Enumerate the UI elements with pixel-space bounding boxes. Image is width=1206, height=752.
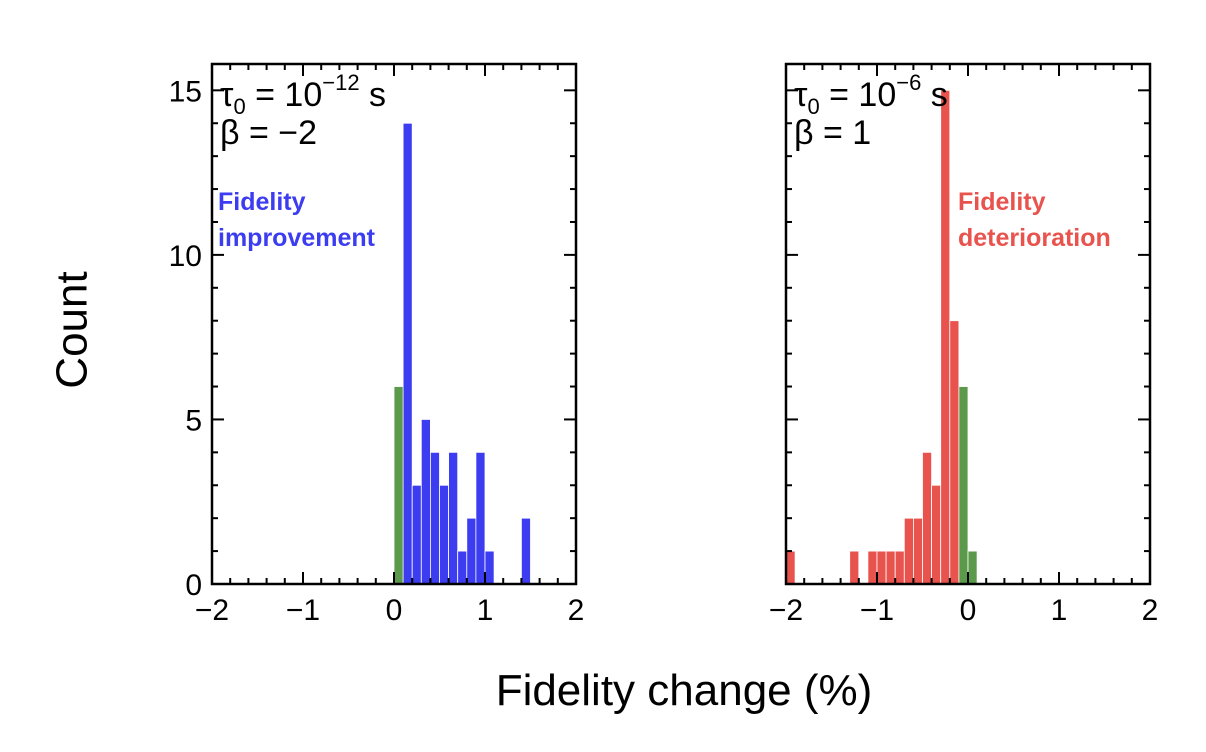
y-axis-title: Count [48,271,97,388]
right-bar-deterioration [849,550,860,585]
left-x-tick-label: 0 [386,594,403,627]
left-x-tick-label: −1 [286,594,320,627]
left-bar-improvement [466,517,477,585]
right-bar-deterioration [876,550,887,585]
left-beta-label: β = −2 [220,114,317,152]
left-bar-improvement [439,484,450,585]
right-bar-deterioration [922,451,933,585]
left-bar-improvement [411,484,422,585]
left-bar-improvement [475,451,486,585]
right-x-tick-label: 1 [1051,594,1068,627]
left-bar-neutral [393,386,404,585]
left-bar-improvement [448,451,459,585]
left-x-tick-label: 2 [568,594,585,627]
left-annotation-line: improvement [218,224,376,252]
x-axis-title: Fidelity change (%) [496,666,873,715]
right-bar-deterioration [894,550,905,585]
left-y-tick-label: 15 [169,75,202,108]
right-bar-deterioration [867,550,878,585]
left-bar-improvement [402,122,413,585]
left-bar-improvement [429,451,440,585]
right-bar-deterioration [785,550,796,585]
right-bar-neutral [967,550,978,585]
left-annotation-line: Fidelity [218,188,306,216]
left-bar-improvement [484,550,495,585]
left-bar-improvement [420,419,431,585]
left-x-tick-label: −2 [195,594,229,627]
left-panel: −2 −1 0 1 2 0 5 10 15 τ0 = 10−12 sβ = −2 Fidelity i… [169,62,585,627]
left-bar-improvement [457,550,468,585]
right-bar-deterioration [903,517,914,585]
left-bar-improvement [521,517,531,585]
right-bar-deterioration [885,550,896,585]
right-bar-deterioration [931,484,942,585]
right-bar-deterioration [949,320,960,585]
right-annotation-line: deterioration [958,224,1111,252]
right-x-tick-label: −2 [769,594,803,627]
left-y-tick-label: 5 [185,404,202,437]
right-x-tick-label: 0 [960,594,977,627]
right-x-tick-label: −1 [860,594,894,627]
right-beta-label: β = 1 [794,114,871,152]
left-y-tick-label: 10 [169,240,202,273]
right-bar-neutral [958,386,969,585]
left-y-tick-label: 0 [185,569,202,602]
right-bar-deterioration [940,89,951,585]
left-x-tick-label: 1 [477,594,494,627]
right-x-tick-label: 2 [1142,594,1159,627]
right-bar-deterioration [913,517,923,585]
right-tau-label: τ0 = 10−6 s [794,70,948,119]
right-annotation-line: Fidelity [958,188,1046,216]
right-panel: −2 −1 0 1 2 τ0 = 10−6 sβ = 1 Fidelity deteriora… [769,62,1159,627]
left-tau-label: τ0 = 10−12 s [220,70,386,119]
